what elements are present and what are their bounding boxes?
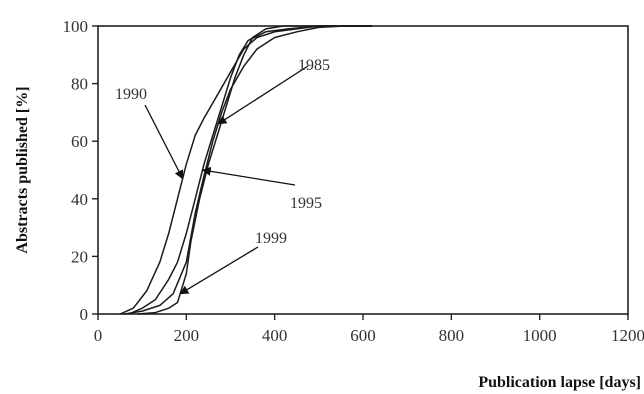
y-tick-label: 60 bbox=[71, 132, 88, 151]
annotation-label-1985: 1985 bbox=[298, 57, 330, 74]
y-tick-label: 0 bbox=[80, 305, 89, 324]
x-tick-label: 1200 bbox=[611, 326, 644, 345]
y-axis-title: Abstracts published [%] bbox=[14, 86, 31, 253]
y-tick-label: 40 bbox=[71, 190, 88, 209]
annotation-label-1999: 1999 bbox=[255, 230, 287, 247]
annotation-label-1990: 1990 bbox=[115, 86, 147, 103]
series-annotations: 1985 1990 1995 1999 bbox=[115, 57, 330, 294]
series-line-1985 bbox=[125, 26, 372, 314]
y-tick-label: 100 bbox=[63, 17, 89, 36]
series-lines bbox=[120, 26, 372, 314]
annotation-arrow-1995 bbox=[203, 170, 295, 185]
series-line-1990 bbox=[120, 26, 372, 314]
plot-area bbox=[98, 26, 628, 314]
plot-border bbox=[98, 26, 628, 314]
x-tick-label: 400 bbox=[262, 326, 288, 345]
x-tick-label: 600 bbox=[350, 326, 376, 345]
y-tick-label: 20 bbox=[71, 247, 88, 266]
x-tick-label: 200 bbox=[174, 326, 200, 345]
annotation-label-1995: 1995 bbox=[290, 195, 322, 212]
annotation-arrow-1990 bbox=[145, 105, 183, 179]
x-axis-title: Publication lapse [days] bbox=[478, 374, 641, 391]
x-tick-label: 800 bbox=[439, 326, 465, 345]
annotation-arrow-1999 bbox=[180, 247, 258, 294]
x-tick-label: 0 bbox=[94, 326, 103, 345]
axis-ticks: 0 200 400 600 800 1000 1200 0 20 40 60 80 100 bbox=[63, 17, 644, 345]
x-tick-label: 1000 bbox=[523, 326, 557, 345]
series-line-1995 bbox=[129, 26, 372, 314]
y-tick-label: 80 bbox=[71, 75, 88, 94]
